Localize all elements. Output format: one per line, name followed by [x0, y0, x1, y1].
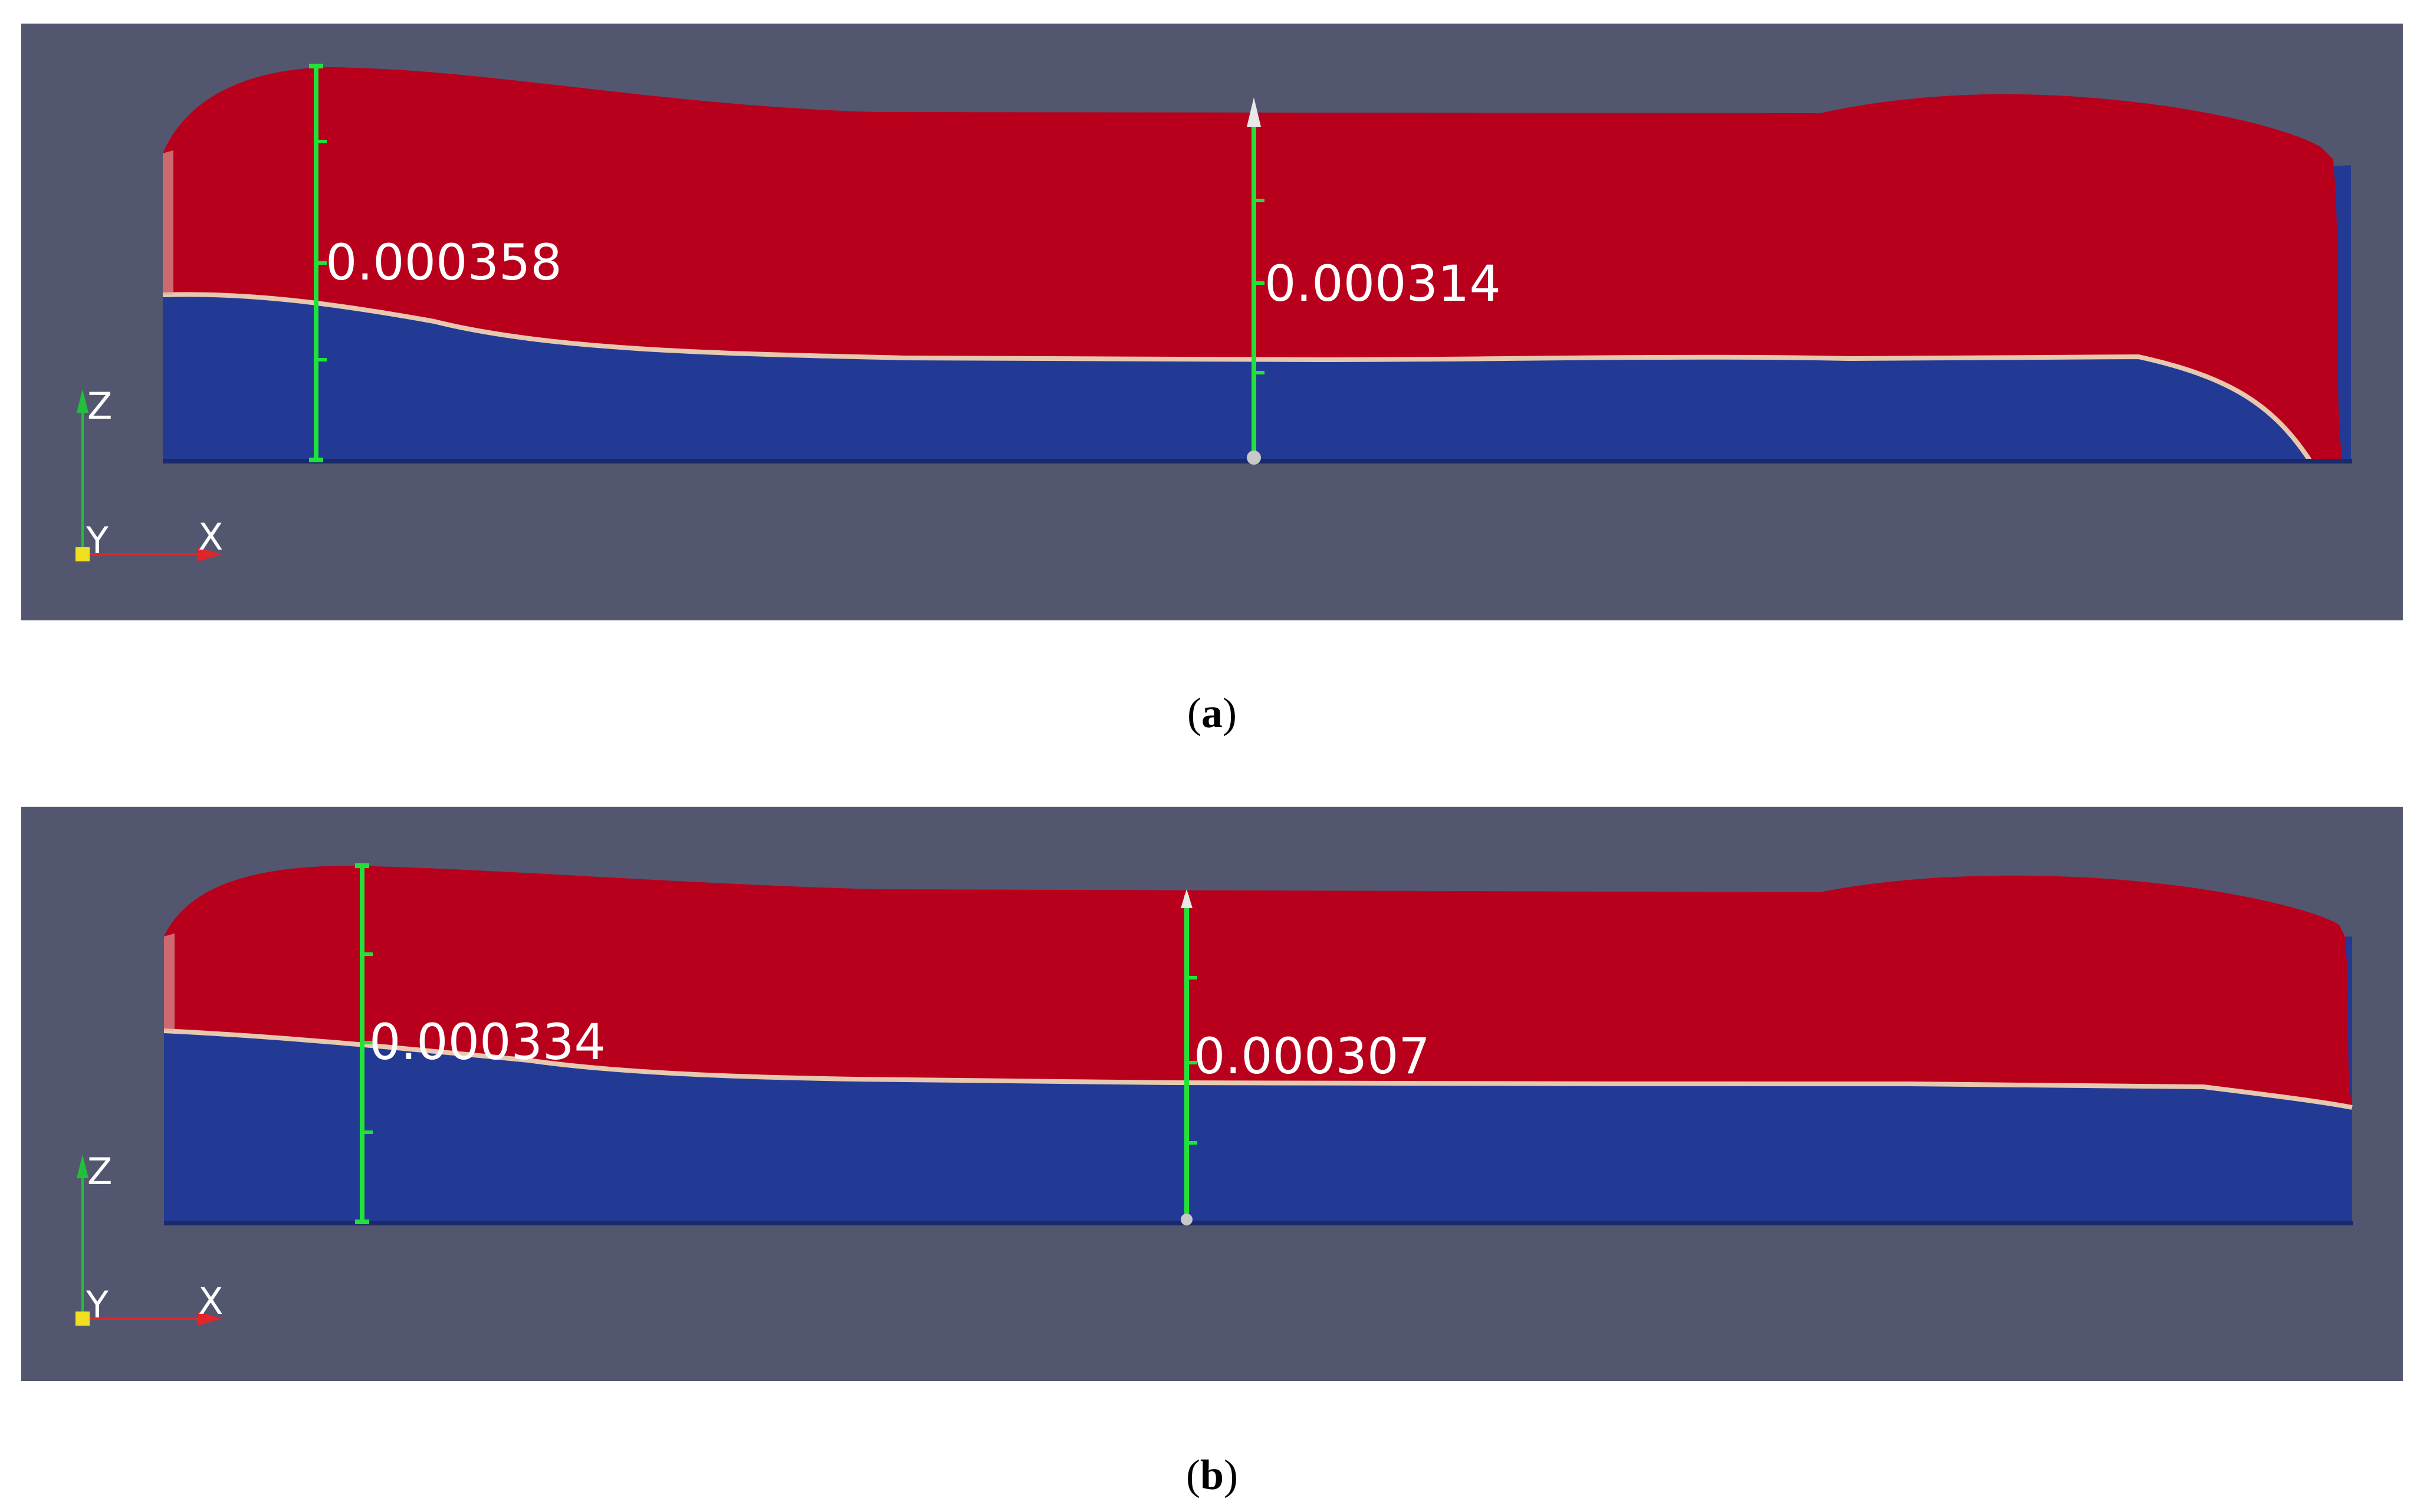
caption-a: (a)	[1187, 689, 1237, 737]
interface-line-a	[162, 292, 2312, 462]
measurement-label-b1: 0.000334	[369, 1013, 606, 1071]
upper-phase-b	[164, 866, 2352, 1107]
measurement-label-a2: 0.000314	[1264, 255, 1501, 313]
ruler-center-b: 0.000307	[1181, 889, 1430, 1225]
render-panel-a: 0.000358 0.000314 Z Y X	[21, 24, 2403, 620]
ruler-left-b: 0.000334	[355, 863, 606, 1224]
caption-b: (b)	[1185, 1451, 1238, 1498]
measurement-label-b2: 0.000307	[1194, 1027, 1430, 1085]
axis-z-label-b: Z	[87, 1150, 112, 1193]
ruler-left-a: 0.000358	[309, 64, 562, 462]
caption-letter-b: b	[1200, 1451, 1224, 1498]
axis-x-label-b: X	[198, 1280, 223, 1323]
axis-y-label-b: Y	[86, 1283, 109, 1326]
left-face-a	[163, 150, 173, 295]
left-face-b	[164, 934, 175, 1031]
ruler-center-a: 0.000314	[1247, 97, 1501, 465]
measurement-label-a1: 0.000358	[326, 234, 562, 291]
orientation-axes-a: Z Y X	[75, 384, 223, 562]
caption-letter-a: a	[1201, 689, 1223, 737]
render-panel-b: 0.000334 0.000307 Z Y X	[21, 807, 2403, 1381]
interface-line-b	[163, 1028, 2353, 1110]
viewport-a: 0.000358 0.000314 Z Y X	[75, 64, 2352, 562]
orientation-axes-b: Z Y X	[75, 1150, 223, 1326]
viewport-b: 0.000334 0.000307 Z Y X	[75, 863, 2353, 1326]
axis-z-label-a: Z	[87, 384, 112, 428]
slab-bottom-edge-b	[164, 1221, 2353, 1225]
axis-x-label-a: X	[198, 515, 223, 558]
axis-y-label-a: Y	[86, 519, 109, 562]
